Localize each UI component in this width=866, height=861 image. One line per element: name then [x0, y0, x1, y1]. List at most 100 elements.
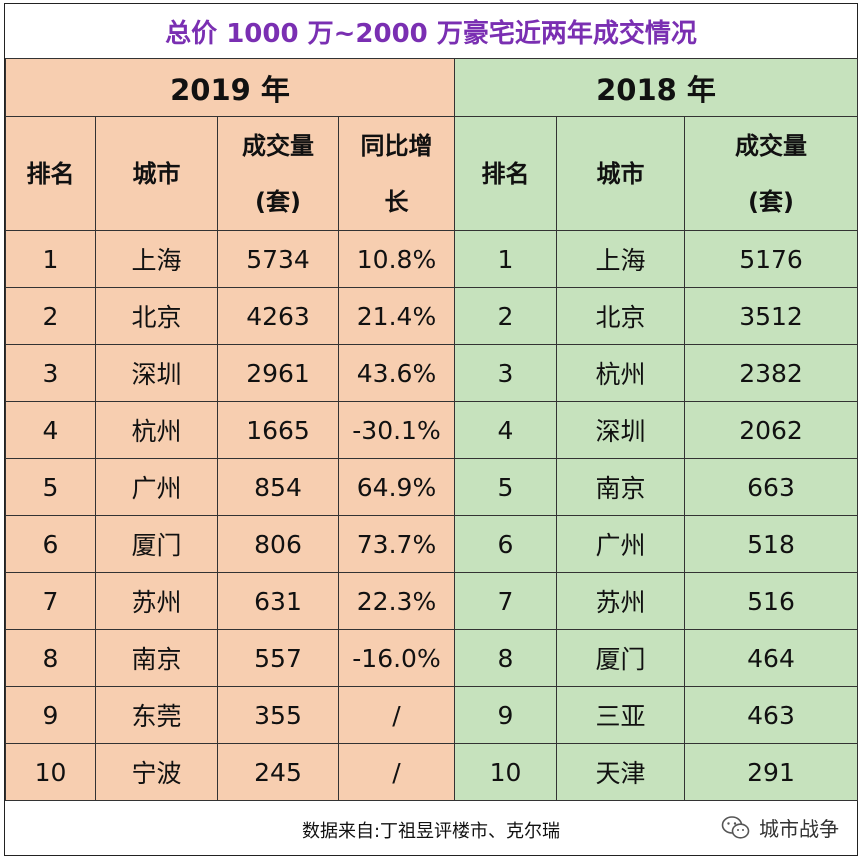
cell-city-2019: 苏州 — [95, 572, 218, 630]
cell-rank-2018: 10 — [454, 743, 557, 801]
cell-volume-2019: 245 — [217, 743, 339, 801]
cell-volume-2018: 2382 — [683, 344, 859, 402]
cell-rank-2018: 8 — [454, 629, 557, 687]
data-table: 2019 年 2018 年 排名 城市 成交量 (套) 同比增 长 排名 城市 … — [5, 58, 859, 801]
cell-rank-2019: 4 — [5, 401, 96, 459]
cell-growth-2019: 10.8% — [338, 230, 455, 288]
table-row: 8 南京 557 -16.0% 8 厦门 464 — [5, 629, 859, 687]
cell-city-2018: 三亚 — [556, 686, 685, 744]
cell-growth-2019: 64.9% — [338, 458, 455, 516]
cell-volume-2018: 663 — [683, 458, 859, 516]
cell-city-2019: 南京 — [95, 629, 218, 687]
cell-growth-2019: -30.1% — [338, 401, 455, 459]
cell-city-2019: 北京 — [95, 287, 218, 345]
table-row: 9 东莞 355/9 三亚 463 — [5, 686, 859, 744]
watermark: 城市战争 — [721, 813, 839, 842]
header-growth-2019-line1: 同比增 — [360, 131, 433, 160]
cell-volume-2019: 4263 — [217, 287, 339, 345]
footer: 数据来自:丁祖昱评楼市、克尔瑞 城市战争 — [5, 803, 857, 855]
table-row: 2 北京 4263 21.4% 2 北京 3512 — [5, 287, 859, 345]
cell-growth-2019: -16.0% — [338, 629, 455, 687]
source-note: 数据来自:丁祖昱评楼市、克尔瑞 — [301, 821, 561, 842]
cell-growth-2019: / — [338, 686, 455, 744]
cell-rank-2018: 9 — [454, 686, 557, 744]
cell-rank-2018: 3 — [454, 344, 557, 402]
cell-city-2018: 深圳 — [556, 401, 685, 459]
cell-city-2019: 宁波 — [95, 743, 218, 801]
cell-city-2018: 北京 — [556, 287, 685, 345]
cell-rank-2019: 9 — [5, 686, 96, 744]
header-volume-2018-line2: (套) — [748, 187, 794, 216]
cell-city-2018: 上海 — [556, 230, 685, 288]
table-row: 1 上海 5734 10.8% 1 上海 5176 — [5, 230, 859, 288]
cell-volume-2018: 2062 — [683, 401, 859, 459]
cell-volume-2019: 1665 — [217, 401, 339, 459]
page-title: 总价 1000 万~2000 万豪宅近两年成交情况 — [165, 18, 697, 49]
cell-rank-2019: 2 — [5, 287, 96, 345]
cell-rank-2019: 6 — [5, 515, 96, 573]
header-growth-2019-line2: 长 — [384, 187, 409, 216]
cell-rank-2018: 5 — [454, 458, 557, 516]
header-volume-2018: 成交量 (套) — [683, 116, 859, 231]
header-volume-2019-line1: 成交量 — [242, 131, 314, 160]
cell-volume-2019: 5734 — [217, 230, 339, 288]
header-city-2018: 城市 — [556, 116, 685, 231]
cell-city-2019: 东莞 — [95, 686, 218, 744]
header-rank-2019: 排名 — [5, 116, 96, 231]
cell-growth-2019: / — [338, 743, 455, 801]
header-rank-2018: 排名 — [454, 116, 557, 231]
table-row: 10 宁波 245/10 天津 291 — [5, 743, 859, 801]
cell-rank-2018: 4 — [454, 401, 557, 459]
table-row: 4 杭州 1665 -30.1% 4 深圳 2062 — [5, 401, 859, 459]
header-growth-2019: 同比增 长 — [338, 116, 455, 231]
cell-growth-2019: 43.6% — [338, 344, 455, 402]
cell-volume-2018: 464 — [683, 629, 859, 687]
cell-volume-2019: 631 — [217, 572, 339, 630]
header-volume-2018-line1: 成交量 — [735, 131, 807, 160]
table-frame: 总价 1000 万~2000 万豪宅近两年成交情况 2019 年 2018 年 … — [4, 3, 859, 856]
cell-volume-2019: 854 — [217, 458, 339, 516]
cell-volume-2019: 2961 — [217, 344, 339, 402]
cell-city-2018: 厦门 — [556, 629, 685, 687]
cell-growth-2019: 73.7% — [338, 515, 455, 573]
cell-city-2019: 上海 — [95, 230, 218, 288]
year-2018-header: 2018 年 — [453, 58, 859, 117]
cell-city-2018: 杭州 — [556, 344, 685, 402]
header-city-2019: 城市 — [95, 116, 218, 231]
cell-city-2018: 苏州 — [556, 572, 685, 630]
cell-volume-2018: 5176 — [683, 230, 859, 288]
column-header-row: 排名 城市 成交量 (套) 同比增 长 排名 城市 成交量 (套) — [5, 116, 859, 231]
header-volume-2019: 成交量 (套) — [217, 116, 339, 231]
cell-city-2018: 天津 — [556, 743, 685, 801]
header-volume-2019-line2: (套) — [255, 187, 301, 216]
cell-rank-2019: 1 — [5, 230, 96, 288]
cell-rank-2019: 3 — [5, 344, 96, 402]
cell-rank-2019: 10 — [5, 743, 96, 801]
cell-city-2019: 广州 — [95, 458, 218, 516]
cell-rank-2018: 2 — [454, 287, 557, 345]
table-row: 3 深圳 2961 43.6% 3 杭州 2382 — [5, 344, 859, 402]
cell-rank-2018: 1 — [454, 230, 557, 288]
cell-volume-2018: 463 — [683, 686, 859, 744]
year-header-row: 2019 年 2018 年 — [5, 58, 859, 117]
table-row: 6 厦门 806 73.7% 6 广州 518 — [5, 515, 859, 573]
cell-volume-2019: 557 — [217, 629, 339, 687]
year-2019-header: 2019 年 — [5, 58, 455, 117]
cell-rank-2019: 5 — [5, 458, 96, 516]
wechat-icon — [721, 815, 751, 841]
cell-rank-2018: 6 — [454, 515, 557, 573]
cell-city-2019: 深圳 — [95, 344, 218, 402]
table-row: 5 广州 854 64.9% 5 南京 663 — [5, 458, 859, 516]
watermark-text: 城市战争 — [759, 817, 839, 841]
cell-rank-2019: 8 — [5, 629, 96, 687]
cell-city-2018: 南京 — [556, 458, 685, 516]
cell-volume-2018: 516 — [683, 572, 859, 630]
cell-city-2018: 广州 — [556, 515, 685, 573]
cell-growth-2019: 22.3% — [338, 572, 455, 630]
cell-volume-2018: 3512 — [683, 287, 859, 345]
cell-rank-2019: 7 — [5, 572, 96, 630]
cell-volume-2018: 518 — [683, 515, 859, 573]
cell-rank-2018: 7 — [454, 572, 557, 630]
cell-volume-2019: 806 — [217, 515, 339, 573]
cell-growth-2019: 21.4% — [338, 287, 455, 345]
